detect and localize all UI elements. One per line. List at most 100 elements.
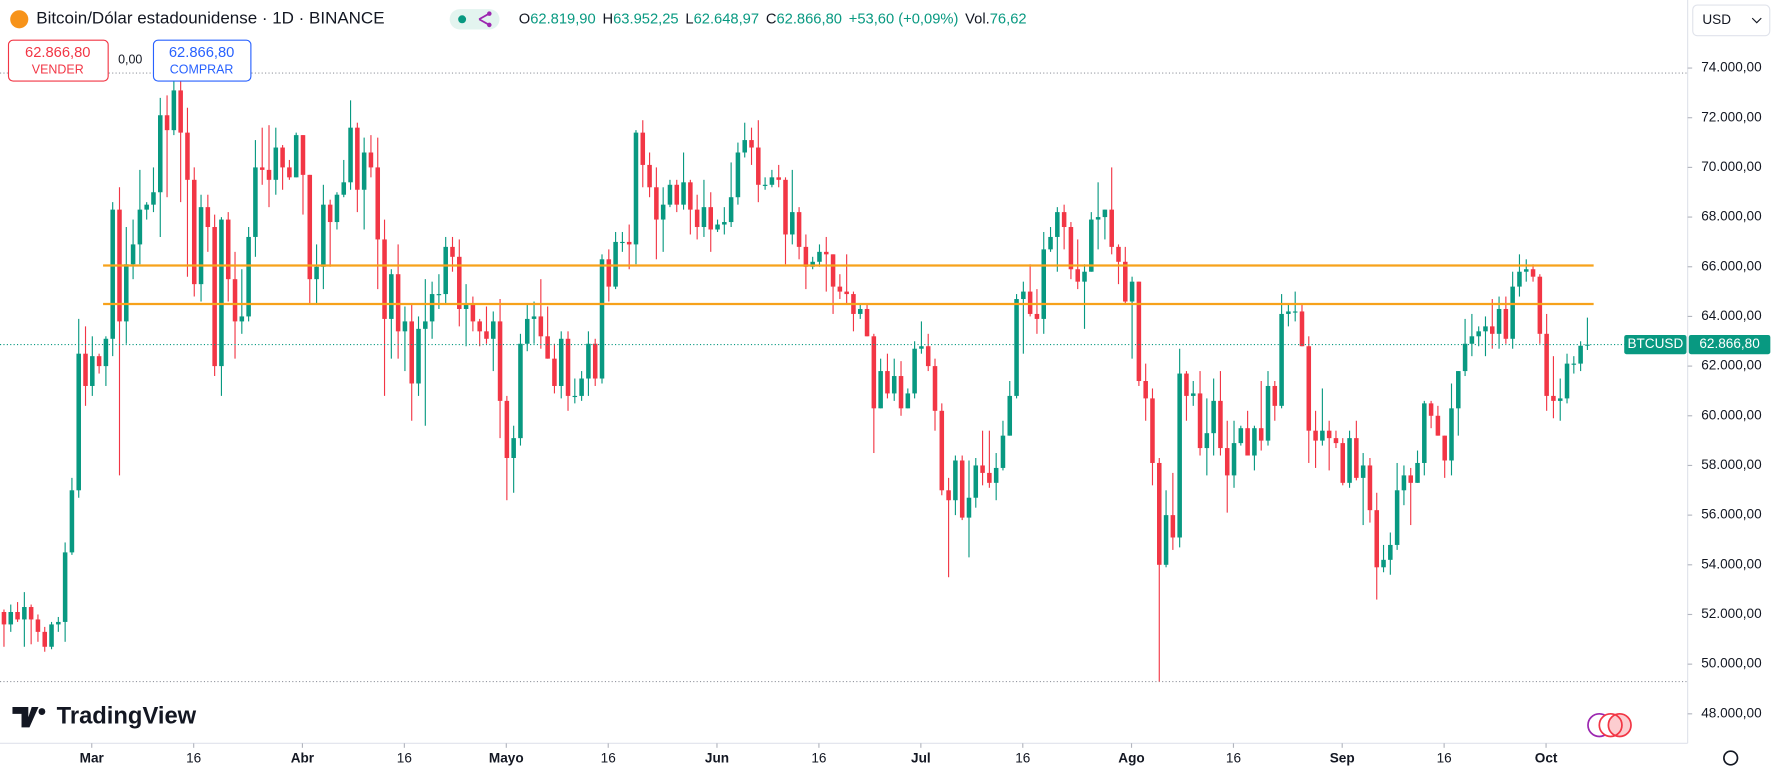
candle-body bbox=[375, 167, 381, 240]
buy-button[interactable] bbox=[152, 39, 252, 82]
candle-body bbox=[1190, 393, 1196, 396]
candle-body bbox=[613, 241, 618, 287]
candle-body bbox=[783, 179, 788, 235]
toggle-dot bbox=[458, 15, 467, 24]
dropdown-arrow bbox=[1751, 17, 1762, 24]
candle-body bbox=[667, 184, 673, 205]
candle-body bbox=[361, 152, 367, 190]
candle-body bbox=[110, 209, 115, 339]
candle-body bbox=[1557, 398, 1563, 401]
candle-body bbox=[1551, 395, 1556, 401]
candle-body bbox=[1075, 269, 1080, 282]
event-icon[interactable] bbox=[1598, 712, 1623, 738]
candle-body bbox=[586, 343, 591, 379]
candle-body bbox=[1564, 363, 1570, 399]
logo-icon bbox=[12, 707, 39, 728]
candle-body bbox=[1503, 308, 1509, 339]
candle-body bbox=[1476, 331, 1481, 337]
candle-body bbox=[497, 321, 503, 401]
candle-body bbox=[1347, 438, 1352, 483]
candle-body bbox=[1428, 403, 1434, 416]
candle-body bbox=[688, 182, 693, 210]
candle-body bbox=[164, 115, 170, 131]
toggle[interactable] bbox=[449, 9, 500, 30]
buy-label: COMPRAR bbox=[170, 63, 234, 77]
sell-price: 62.866,80 bbox=[25, 45, 90, 61]
candle-body bbox=[830, 254, 836, 287]
candle-body bbox=[1388, 544, 1393, 560]
candle-body bbox=[1136, 281, 1142, 382]
candle-body bbox=[1061, 212, 1067, 228]
candle-body bbox=[22, 607, 27, 620]
share-node bbox=[487, 22, 492, 28]
candle-body bbox=[993, 467, 999, 483]
x-tick-label: Oct bbox=[1535, 751, 1558, 766]
candle-body bbox=[592, 343, 598, 379]
x-tick-label: Jul bbox=[911, 751, 931, 766]
candle-body bbox=[137, 209, 143, 245]
candle-body bbox=[871, 336, 877, 409]
symbol-title[interactable]: Bitcoin/Dólar estadounidense · 1D · BINA… bbox=[36, 9, 384, 28]
candle-body bbox=[1055, 212, 1060, 237]
x-tick-label: 16 bbox=[397, 751, 412, 766]
candle-body bbox=[1585, 344, 1590, 346]
symbol-icon[interactable] bbox=[10, 10, 29, 29]
candle-body bbox=[327, 204, 333, 223]
currency-select[interactable] bbox=[1692, 4, 1771, 37]
candle-body bbox=[837, 286, 843, 292]
settings-icon[interactable] bbox=[1723, 750, 1739, 766]
candle-body bbox=[205, 207, 211, 228]
y-tick-label: 58.000,00 bbox=[1701, 457, 1762, 472]
candle-body bbox=[626, 241, 632, 245]
candle-body bbox=[1109, 209, 1114, 247]
candle-body bbox=[1, 611, 7, 625]
candle-body bbox=[1292, 311, 1298, 313]
candle-body bbox=[56, 621, 61, 625]
event-icon[interactable] bbox=[1607, 712, 1632, 738]
candle-body bbox=[1578, 345, 1583, 364]
candle-body bbox=[1449, 408, 1454, 461]
candle-body bbox=[1523, 269, 1529, 272]
buy-price: 62.866,80 bbox=[169, 45, 234, 61]
candle-body bbox=[1326, 430, 1332, 439]
candle-body bbox=[857, 308, 863, 314]
candle-body bbox=[878, 371, 883, 409]
candle-body bbox=[1150, 398, 1155, 463]
sell-button[interactable] bbox=[7, 39, 109, 82]
share-node bbox=[487, 11, 492, 16]
candle-body bbox=[1279, 313, 1284, 406]
x-tick-label: Ago bbox=[1118, 751, 1144, 766]
candle-body bbox=[524, 318, 530, 344]
candle-body bbox=[8, 611, 14, 625]
x-tick-label: 16 bbox=[186, 751, 201, 766]
candle-body bbox=[552, 358, 557, 386]
logo-dot bbox=[38, 708, 46, 715]
candle-body bbox=[606, 259, 612, 287]
watermark: TradingView bbox=[57, 702, 197, 729]
candle-body bbox=[1483, 326, 1488, 332]
candle-body bbox=[558, 338, 564, 386]
candle-body bbox=[1537, 276, 1543, 334]
candle-body bbox=[885, 371, 890, 394]
symbol-tag bbox=[1624, 334, 1687, 355]
plot-area bbox=[0, 72, 1688, 683]
candle-body bbox=[409, 321, 414, 384]
candle-body bbox=[130, 244, 136, 265]
candle-body bbox=[259, 167, 265, 170]
candle-body bbox=[946, 490, 951, 501]
candle-body bbox=[810, 261, 815, 267]
candle-body bbox=[1014, 299, 1019, 396]
candle-body bbox=[1048, 236, 1053, 250]
candle-body bbox=[470, 304, 476, 322]
candle-body bbox=[280, 147, 285, 168]
candle-body bbox=[1530, 269, 1536, 277]
candle-body bbox=[1374, 510, 1380, 568]
candle-body bbox=[864, 308, 870, 337]
candle-body bbox=[735, 152, 741, 198]
candle-body bbox=[402, 321, 408, 332]
candle-body bbox=[253, 167, 258, 237]
candle-body bbox=[1415, 462, 1420, 483]
candle-body bbox=[246, 236, 251, 317]
candle-body bbox=[654, 187, 659, 220]
